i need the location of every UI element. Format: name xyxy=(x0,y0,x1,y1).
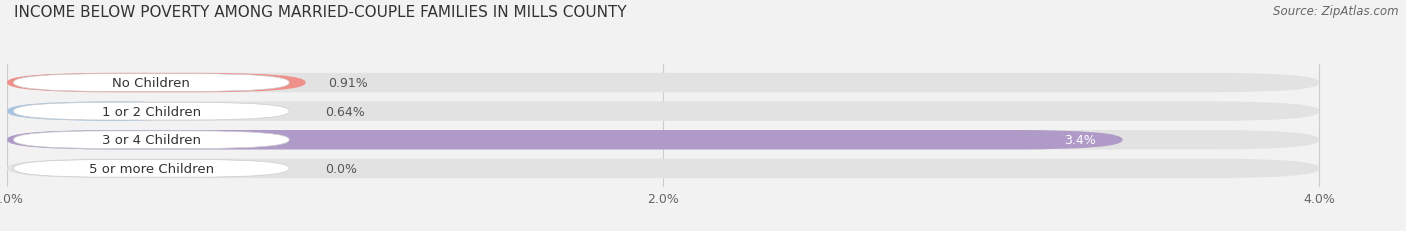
FancyBboxPatch shape xyxy=(7,102,217,121)
Text: 0.91%: 0.91% xyxy=(329,77,368,90)
FancyBboxPatch shape xyxy=(7,131,1319,150)
Text: No Children: No Children xyxy=(112,77,190,90)
FancyBboxPatch shape xyxy=(7,159,1319,178)
FancyBboxPatch shape xyxy=(7,73,1319,93)
Text: 3 or 4 Children: 3 or 4 Children xyxy=(101,134,201,147)
FancyBboxPatch shape xyxy=(14,131,290,149)
FancyBboxPatch shape xyxy=(7,131,1122,150)
Text: 0.64%: 0.64% xyxy=(325,105,366,118)
FancyBboxPatch shape xyxy=(7,102,1319,121)
Text: 3.4%: 3.4% xyxy=(1064,134,1097,147)
FancyBboxPatch shape xyxy=(14,160,290,177)
FancyBboxPatch shape xyxy=(7,73,305,93)
Text: 0.0%: 0.0% xyxy=(325,162,357,175)
Text: 5 or more Children: 5 or more Children xyxy=(89,162,214,175)
FancyBboxPatch shape xyxy=(14,74,290,92)
FancyBboxPatch shape xyxy=(14,103,290,121)
Text: 1 or 2 Children: 1 or 2 Children xyxy=(101,105,201,118)
Text: Source: ZipAtlas.com: Source: ZipAtlas.com xyxy=(1274,5,1399,18)
Text: INCOME BELOW POVERTY AMONG MARRIED-COUPLE FAMILIES IN MILLS COUNTY: INCOME BELOW POVERTY AMONG MARRIED-COUPL… xyxy=(14,5,627,20)
